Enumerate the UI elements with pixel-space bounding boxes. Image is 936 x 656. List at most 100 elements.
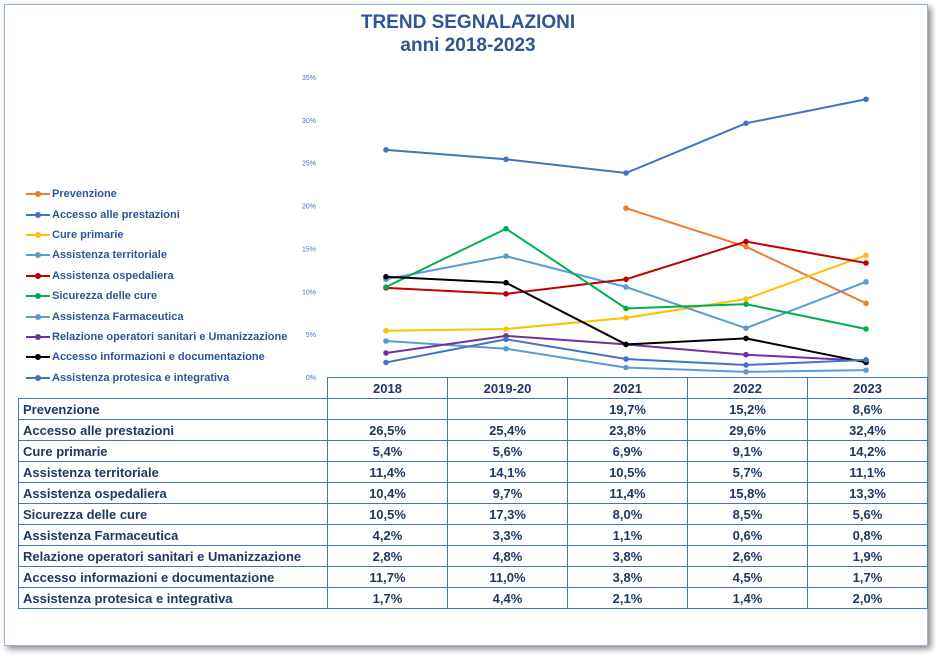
data-label: 14,1%: [447, 461, 568, 483]
table-corner: [19, 378, 328, 399]
legend-item: Relazione operatori sanitari e Umanizzaz…: [26, 327, 287, 347]
data-label: 9,7%: [447, 482, 568, 504]
data-label: 13,3%: [807, 482, 928, 504]
data-point: [623, 284, 629, 290]
x-tick-label: 2019-20: [447, 377, 568, 399]
data-label: 1,4%: [687, 587, 808, 609]
data-point: [863, 326, 869, 332]
data-point: [743, 296, 749, 302]
data-label: 5,7%: [687, 461, 808, 483]
legend-marker-icon: [26, 210, 50, 220]
data-point: [383, 273, 389, 280]
data-label: 8,6%: [807, 398, 928, 420]
data-label: 3,8%: [567, 545, 688, 567]
legend-item: Accesso informazioni e documentazione: [26, 347, 287, 367]
data-label: 15,8%: [687, 482, 808, 504]
row-label: Sicurezza delle cure: [18, 503, 328, 525]
legend-label: Assistenza ospedaliera: [52, 269, 174, 282]
data-label: 17,3%: [447, 503, 568, 525]
row-label: Assistenza ospedaliera: [18, 482, 328, 504]
legend-label: Assistenza territoriale: [52, 249, 167, 262]
legend-marker-icon: [26, 352, 50, 362]
data-point: [743, 335, 749, 342]
chart-subtitle: anni 2018-2023: [400, 35, 536, 56]
data-point: [863, 96, 869, 103]
data-point: [863, 279, 869, 285]
data-label: 2,6%: [687, 545, 808, 567]
data-label: 5,6%: [447, 440, 568, 462]
data-label: 14,2%: [807, 440, 928, 462]
data-point: [383, 338, 389, 344]
data-table: 2018 2019-20 2021 2022 2023 Prevenzione 19,7% 1…: [18, 377, 928, 609]
data-point: [383, 327, 389, 334]
data-point: [863, 252, 869, 259]
row-label: Assistenza protesica e integrativa: [18, 587, 328, 609]
table-row: Assistenza territoriale 11,4% 14,1% 10,5% 5,…: [18, 461, 928, 483]
data-label: 26,5%: [327, 419, 448, 441]
data-label: 1,7%: [327, 587, 448, 609]
y-tick-label: 25%: [302, 161, 316, 168]
data-point: [623, 356, 629, 362]
row-label: Accesso alle prestazioni: [18, 419, 328, 441]
legend-label: Sicurezza delle cure: [52, 290, 158, 303]
legend-item: Cure primarie: [26, 225, 287, 245]
data-point: [503, 326, 509, 332]
data-label: 1,1%: [567, 524, 688, 546]
data-point: [623, 341, 629, 348]
data-label: 5,4%: [327, 440, 448, 462]
legend-label: Accesso alle prestazioni: [52, 208, 180, 221]
legend-marker-icon: [26, 189, 50, 199]
data-label: 4,5%: [687, 566, 808, 588]
legend-label: Assistenza Farmaceutica: [52, 310, 184, 323]
data-label: 5,6%: [807, 503, 928, 525]
data-label: 4,2%: [327, 524, 448, 546]
data-label: 1,9%: [807, 545, 928, 567]
data-label: 1,7%: [807, 566, 928, 588]
legend-marker-icon: [26, 332, 50, 342]
data-label: 10,5%: [567, 461, 688, 483]
data-point: [503, 345, 509, 352]
data-point: [743, 120, 749, 127]
data-label: 9,1%: [687, 440, 808, 462]
data-point: [503, 253, 509, 259]
legend-label: Accesso informazioni e documentazione: [52, 351, 265, 364]
legend-item: Accesso alle prestazioni: [26, 204, 287, 224]
data-point: [383, 359, 389, 366]
data-label: 11,4%: [567, 482, 688, 504]
x-tick-label: 2018: [327, 377, 448, 399]
data-point: [863, 357, 869, 363]
data-label: 0,8%: [807, 524, 928, 546]
data-point: [623, 315, 629, 321]
data-label: 6,9%: [567, 440, 688, 462]
series-line: [385, 98, 867, 175]
y-tick-label: 30%: [302, 118, 316, 125]
data-label: 25,4%: [447, 419, 568, 441]
legend-item: Assistenza territoriale: [26, 245, 287, 265]
data-label: 23,8%: [567, 419, 688, 441]
data-point: [623, 276, 629, 283]
data-label: 0,6%: [687, 524, 808, 546]
legend: Prevenzione Accesso alle prestazioni Cure …: [26, 184, 287, 388]
data-label: 11,4%: [327, 461, 448, 483]
data-point: [863, 260, 869, 266]
row-label: Assistenza Farmaceutica: [18, 524, 328, 546]
legend-label: Assistenza protesica e integrativa: [52, 371, 230, 384]
x-tick-label: 2023: [807, 377, 928, 399]
data-label: [447, 398, 568, 420]
data-point: [863, 300, 869, 307]
data-point: [503, 225, 509, 232]
data-label: 10,5%: [327, 503, 448, 525]
data-label: 11,0%: [447, 566, 568, 588]
data-point: [623, 170, 629, 176]
data-point: [743, 325, 749, 331]
data-label: 2,1%: [567, 587, 688, 609]
data-point: [743, 238, 749, 245]
data-point: [743, 362, 749, 368]
legend-item: Sicurezza delle cure: [26, 286, 287, 306]
data-point: [503, 291, 509, 297]
data-label: 10,4%: [327, 482, 448, 504]
data-point: [383, 284, 389, 290]
table-row: Accesso alle prestazioni 26,5% 25,4% 23,8% 2…: [18, 419, 928, 441]
data-point: [503, 279, 509, 286]
